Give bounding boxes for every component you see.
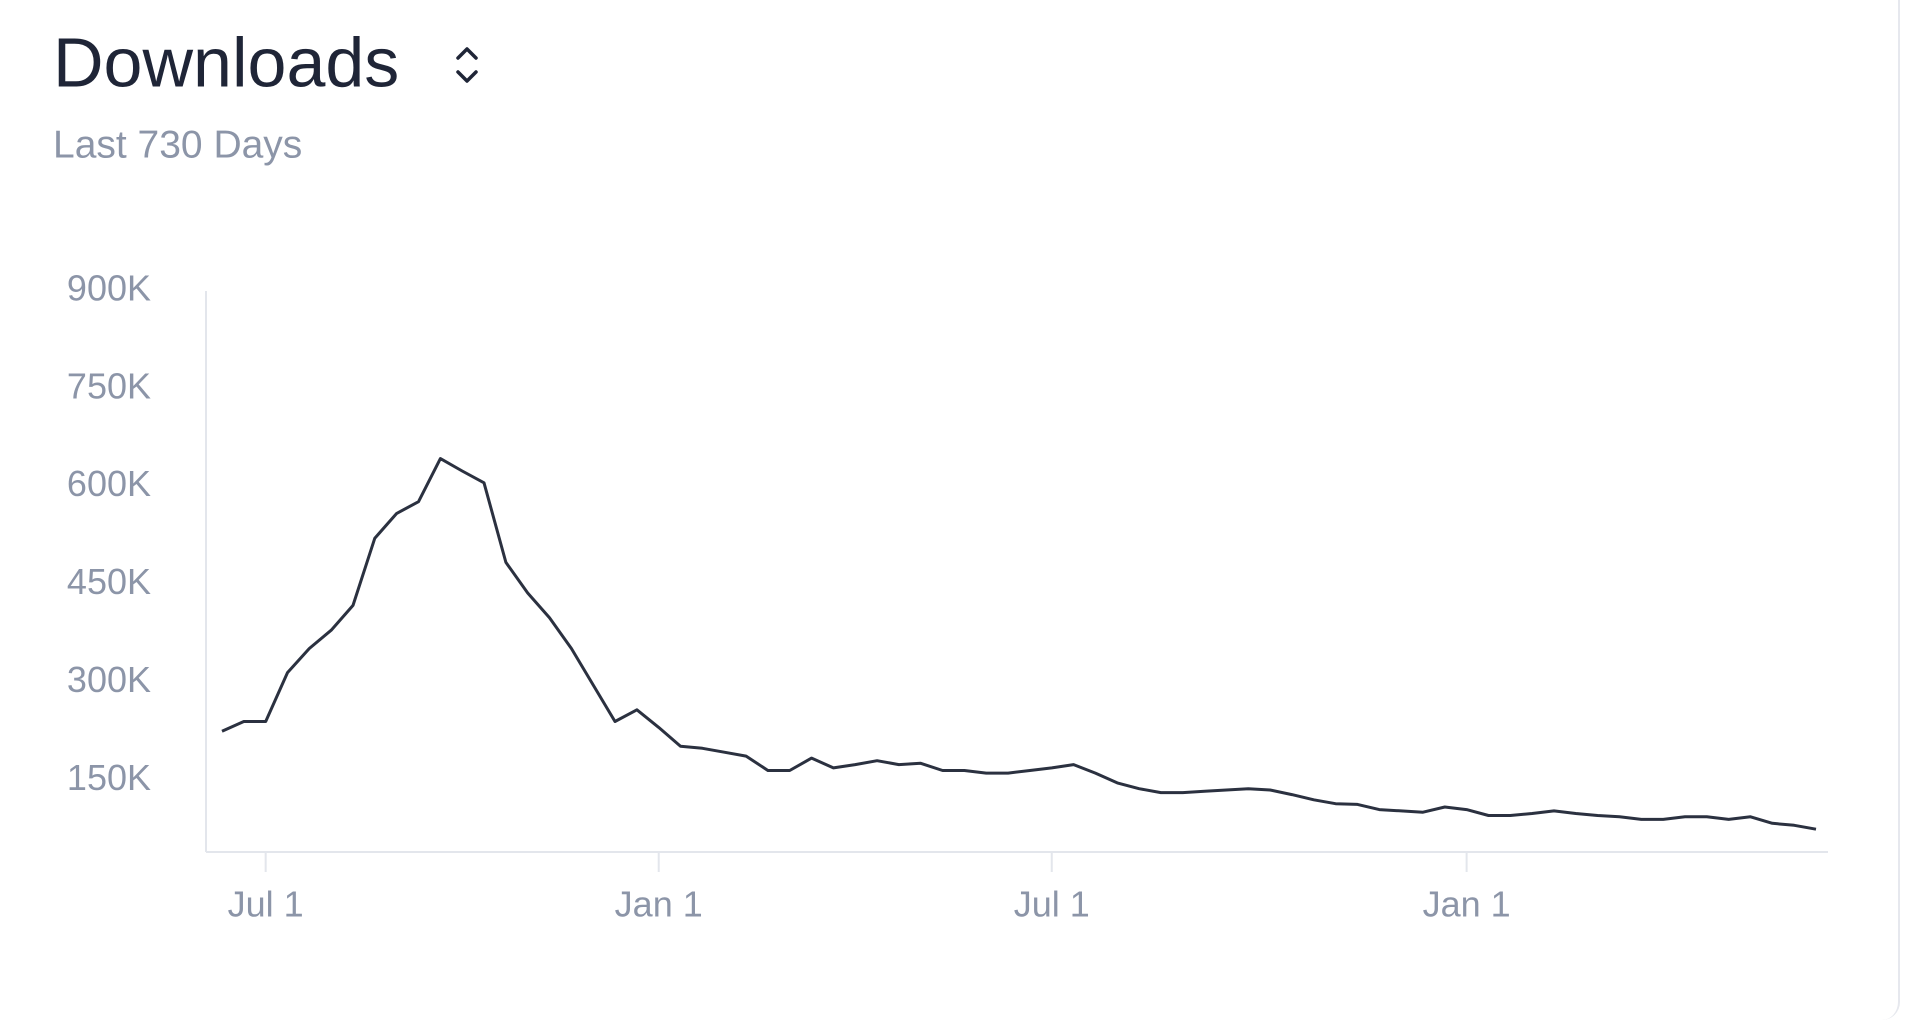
- x-tick-label: Jul 1: [228, 884, 304, 925]
- chevron-up: [456, 47, 478, 60]
- y-tick-label: 300K: [67, 659, 151, 700]
- x-tick-label: Jan 1: [615, 884, 703, 925]
- data-line: [221, 457, 1817, 831]
- chart-subtitle: Last 730 Days: [53, 123, 302, 166]
- x-tick-label: Jan 1: [1423, 884, 1511, 925]
- chevron-down: [456, 70, 478, 83]
- y-tick-label: 900K: [67, 268, 151, 309]
- y-tick-label: 150K: [67, 757, 151, 798]
- x-tick-label: Jul 1: [1014, 884, 1090, 925]
- y-tick-label: 600K: [67, 463, 151, 504]
- sort-toggle[interactable]: [456, 47, 478, 83]
- y-tick-label: 750K: [67, 365, 151, 406]
- y-tick-label: 450K: [67, 561, 151, 602]
- chart-title: Downloads: [53, 23, 399, 101]
